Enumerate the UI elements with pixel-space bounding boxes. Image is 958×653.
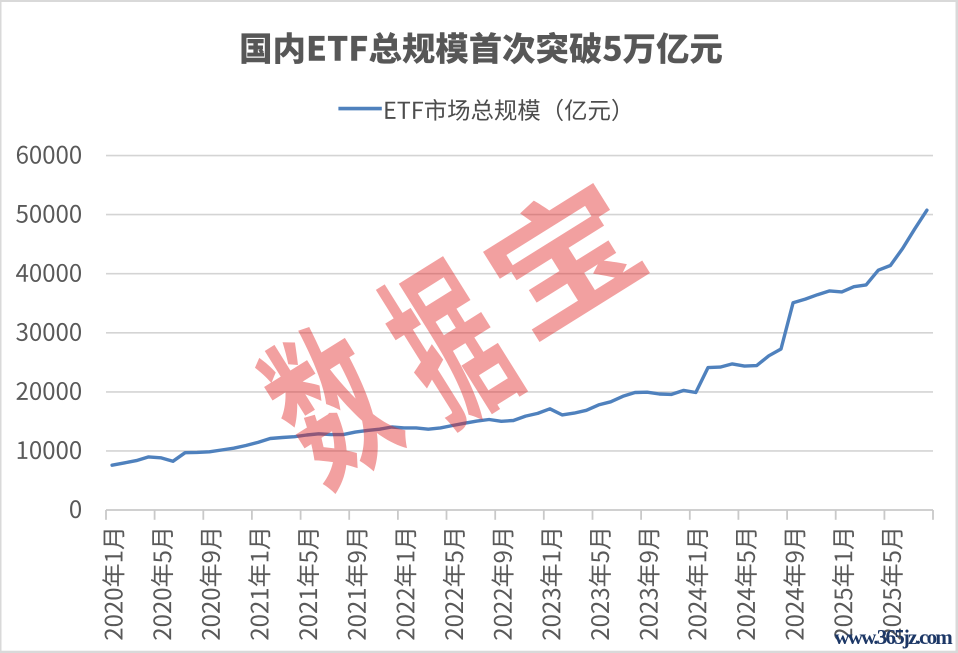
svg-text:www.365jz.com: www.365jz.com bbox=[834, 625, 953, 649]
